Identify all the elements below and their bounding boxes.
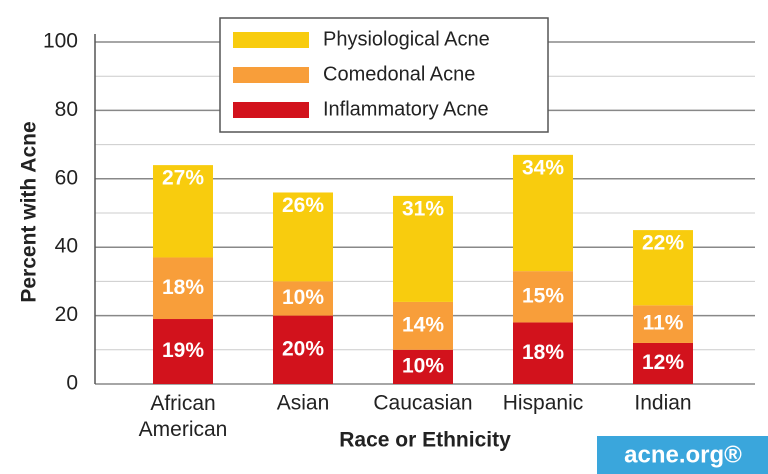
bar-segment <box>393 195 453 302</box>
legend-swatch <box>233 67 309 83</box>
bar-segment <box>393 301 453 350</box>
bar-segment <box>393 349 453 384</box>
y-tick-label: 40 <box>55 235 78 258</box>
value-label: 14% <box>402 313 444 336</box>
x-tick-label: Indian <box>634 392 691 415</box>
value-label: 11% <box>643 312 684 335</box>
legend-swatch <box>233 102 309 118</box>
value-label: 19% <box>162 339 204 362</box>
x-tick-label: Caucasian <box>373 392 472 415</box>
value-label: 34% <box>522 156 564 179</box>
legend-swatch <box>233 32 309 48</box>
value-label: 26% <box>282 194 324 217</box>
value-label: 18% <box>522 341 564 364</box>
x-axis-title: Race or Ethnicity <box>339 429 511 452</box>
value-label: 12% <box>642 351 684 374</box>
bar-segment <box>153 257 213 320</box>
value-label: 15% <box>522 284 564 307</box>
x-tick-label: African American <box>139 392 228 441</box>
bar-segment <box>513 271 573 323</box>
legend-label: Inflammatory Acne <box>323 98 489 120</box>
bar-segment <box>633 305 693 343</box>
x-tick-label: Hispanic <box>503 392 584 415</box>
value-label: 31% <box>402 197 444 220</box>
y-tick-label: 60 <box>55 166 78 189</box>
value-label: 20% <box>282 337 324 360</box>
legend-label: Comedonal Acne <box>323 63 475 85</box>
y-axis-title: Percent with Acne <box>18 121 41 302</box>
bar-segment <box>633 342 693 384</box>
y-tick-label: 100 <box>43 30 78 53</box>
y-tick-label: 0 <box>66 372 78 395</box>
bar-segment <box>513 322 573 384</box>
value-label: 18% <box>162 276 204 299</box>
x-tick-label: Asian <box>277 392 330 415</box>
bar-segment <box>273 192 333 282</box>
value-label: 22% <box>642 232 684 255</box>
watermark: acne.org® <box>624 441 742 468</box>
bar-segment <box>513 154 573 272</box>
y-tick-label: 20 <box>55 303 78 326</box>
value-label: 10% <box>402 354 444 377</box>
bar-segment <box>153 319 213 384</box>
y-tick-label: 80 <box>55 98 78 121</box>
legend-label: Physiological Acne <box>323 28 490 50</box>
bar-segment <box>633 230 693 306</box>
value-label: 27% <box>162 167 204 190</box>
bar-segment <box>273 315 333 384</box>
watermark-box <box>597 436 768 474</box>
bar-segment <box>153 165 213 258</box>
value-label: 10% <box>282 286 324 309</box>
bar-segment <box>273 281 333 316</box>
